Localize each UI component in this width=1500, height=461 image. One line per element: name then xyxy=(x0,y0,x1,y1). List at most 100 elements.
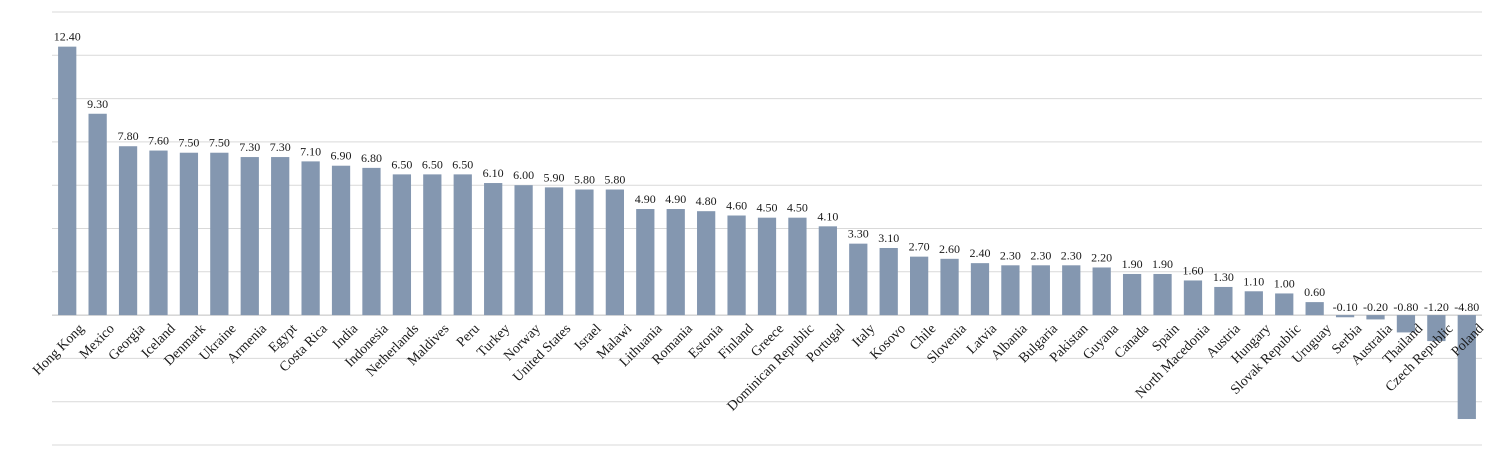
bar xyxy=(1122,273,1142,316)
bar xyxy=(1153,273,1172,316)
data-label: 4.90 xyxy=(635,192,656,206)
bar xyxy=(940,258,959,316)
data-label: 2.60 xyxy=(939,242,960,256)
bar xyxy=(271,157,290,316)
bar xyxy=(727,215,746,316)
bar xyxy=(149,150,168,316)
data-label: 6.10 xyxy=(483,166,504,180)
data-label: 7.10 xyxy=(300,144,321,158)
bar xyxy=(849,243,868,316)
data-label: 6.00 xyxy=(513,168,534,182)
bar xyxy=(1305,302,1324,316)
data-label: -1.20 xyxy=(1424,300,1449,314)
bar xyxy=(240,157,259,316)
data-label: -0.10 xyxy=(1333,300,1358,314)
bar xyxy=(1427,315,1446,342)
data-label: 4.50 xyxy=(757,201,778,215)
bar xyxy=(392,174,412,316)
bar xyxy=(910,256,929,316)
bar xyxy=(453,174,472,316)
data-label: 2.40 xyxy=(969,246,990,260)
data-label: 2.30 xyxy=(1000,248,1021,262)
data-label: 6.90 xyxy=(331,149,352,163)
data-label: 2.30 xyxy=(1061,248,1082,262)
data-label: 6.80 xyxy=(361,151,382,165)
data-label: 6.50 xyxy=(452,157,473,171)
bar xyxy=(514,185,533,316)
bar xyxy=(362,167,381,316)
bar xyxy=(1366,315,1385,320)
bar xyxy=(636,209,655,316)
category-label: Finland xyxy=(716,322,757,363)
bar xyxy=(879,247,898,316)
data-label: 0.60 xyxy=(1304,285,1325,299)
bar xyxy=(58,46,77,316)
data-label: 5.90 xyxy=(544,170,565,184)
bar xyxy=(605,189,624,316)
bar xyxy=(757,217,777,316)
bar xyxy=(697,211,716,316)
bar xyxy=(1275,293,1294,316)
data-label: -0.80 xyxy=(1393,300,1418,314)
bar xyxy=(118,146,138,316)
bar xyxy=(484,183,503,316)
bar xyxy=(423,174,442,316)
data-label: 7.30 xyxy=(270,140,291,154)
data-label: 5.80 xyxy=(574,173,595,187)
data-label: 3.30 xyxy=(848,227,869,241)
data-label: 1.00 xyxy=(1274,276,1295,290)
bar xyxy=(179,152,199,316)
bar xyxy=(544,187,564,316)
bar xyxy=(1335,315,1355,318)
data-label: 6.50 xyxy=(391,157,412,171)
category-label: Canada xyxy=(1112,321,1153,362)
bar xyxy=(1244,291,1263,316)
bar xyxy=(1031,265,1050,316)
bar xyxy=(1457,315,1476,420)
data-label: 4.90 xyxy=(665,192,686,206)
category-labels: Hong KongMexicoGeorgiaIcelandDenmarkUkra… xyxy=(30,321,1487,414)
bar xyxy=(575,189,594,316)
bar xyxy=(1062,265,1081,316)
data-label: -4.80 xyxy=(1454,300,1479,314)
data-label: 4.60 xyxy=(726,199,747,213)
data-label: -0.20 xyxy=(1363,300,1388,314)
data-label: 5.80 xyxy=(604,173,625,187)
data-label: 12.40 xyxy=(54,30,81,44)
data-label: 7.50 xyxy=(178,136,199,150)
bar xyxy=(970,263,990,316)
bar xyxy=(1092,267,1111,316)
bar xyxy=(1001,265,1020,316)
bars xyxy=(58,46,1476,420)
bar xyxy=(788,217,807,316)
bar xyxy=(818,226,837,316)
data-label: 2.30 xyxy=(1030,248,1051,262)
bar xyxy=(301,161,320,316)
data-label: 9.30 xyxy=(87,97,108,111)
bar xyxy=(88,113,107,316)
bar xyxy=(666,209,685,316)
data-label: 2.20 xyxy=(1091,250,1112,264)
data-label: 4.10 xyxy=(817,209,838,223)
data-label: 7.30 xyxy=(239,140,260,154)
data-label: 1.10 xyxy=(1243,274,1264,288)
data-label: 1.90 xyxy=(1122,257,1143,271)
data-label: 2.70 xyxy=(909,240,930,254)
bar xyxy=(331,165,351,316)
data-label: 7.80 xyxy=(118,129,139,143)
data-label: 1.30 xyxy=(1213,270,1234,284)
data-label: 1.90 xyxy=(1152,257,1173,271)
data-label: 7.60 xyxy=(148,134,169,148)
data-label: 3.10 xyxy=(878,231,899,245)
data-label: 4.50 xyxy=(787,201,808,215)
bar xyxy=(1183,280,1203,316)
data-label: 1.60 xyxy=(1182,263,1203,277)
data-label: 4.80 xyxy=(696,194,717,208)
data-label: 7.50 xyxy=(209,136,230,150)
bar xyxy=(1396,315,1416,333)
value-labels: 12.40 9.30 7.80 7.60 7.50 7.50 7.30 7.30 7.10 6.9… xyxy=(54,30,1480,314)
bar xyxy=(1214,286,1233,316)
data-label: 6.50 xyxy=(422,157,443,171)
